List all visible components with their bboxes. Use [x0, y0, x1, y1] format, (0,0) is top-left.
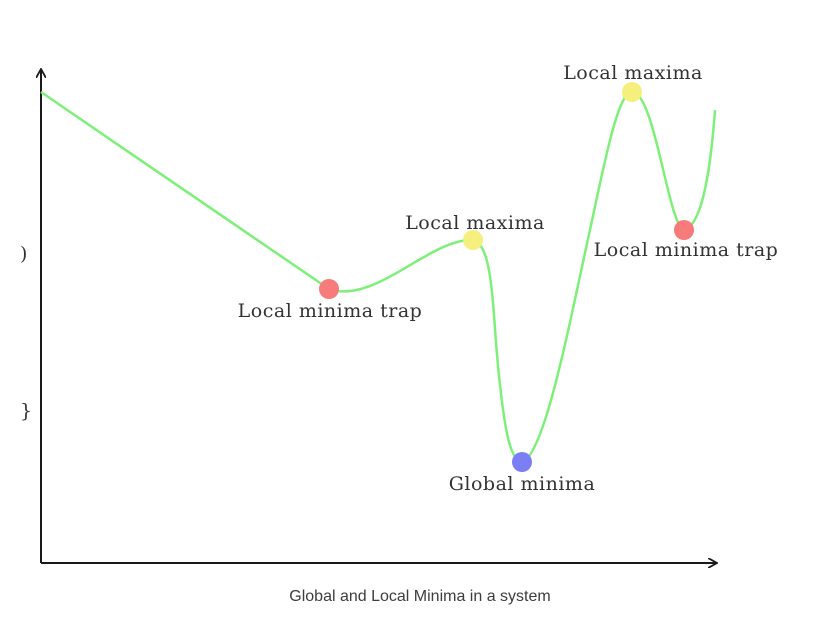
- local-minimum-label-2: Local minima trap: [594, 239, 779, 261]
- local-maximum-point-1: [463, 230, 483, 250]
- local-maximum-label-1: Local maxima: [405, 212, 545, 234]
- local-minimum-label-1: Local minima trap: [238, 300, 423, 322]
- clipped-tick-label-2: }: [20, 400, 32, 422]
- local-minimum-point-1: [319, 279, 339, 299]
- global-minimum-point: [512, 452, 532, 472]
- local-minimum-point-2: [674, 220, 694, 240]
- figure-caption: Global and Local Minima in a system: [289, 588, 551, 605]
- global-minimum-label: Global minima: [449, 473, 596, 495]
- loss-curve: [40, 90, 717, 464]
- local-maximum-label-2: Local maxima: [563, 62, 703, 84]
- local-maximum-point-2: [622, 82, 642, 102]
- clipped-tick-label-1: ): [20, 243, 27, 265]
- minima-diagram: ) } Local minima trap Local maxima Globa…: [20, 62, 779, 580]
